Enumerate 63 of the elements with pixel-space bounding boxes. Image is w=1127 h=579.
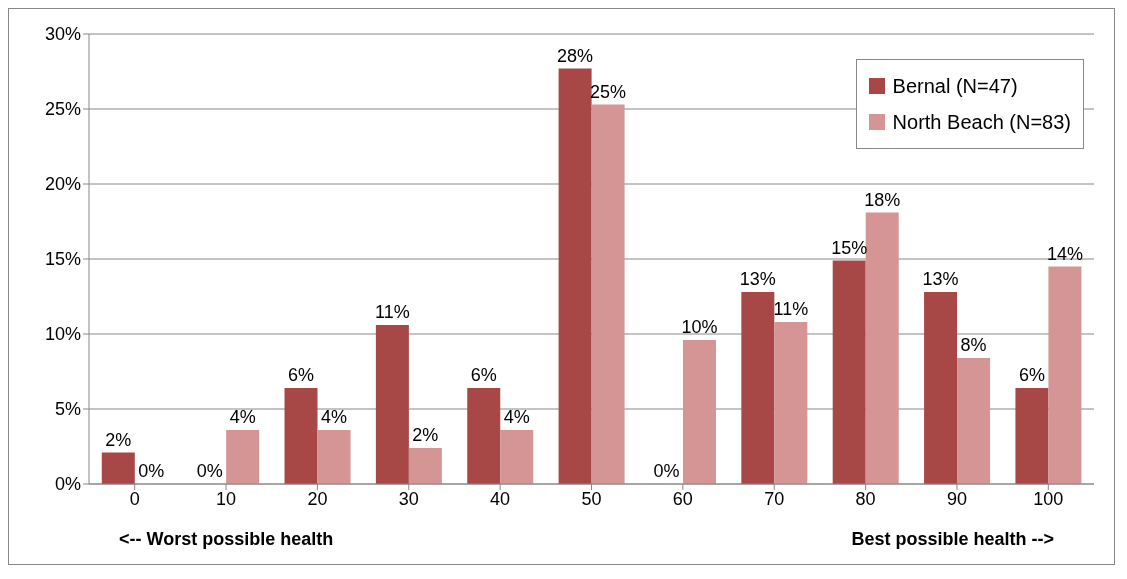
data-label: 4% [503,407,530,427]
bar [284,388,318,484]
data-label: 0% [653,460,680,481]
y-tick-label: 20% [44,174,81,195]
bar [741,292,775,484]
bar [500,430,534,484]
data-label: 4% [229,407,256,427]
bar [1015,388,1049,484]
x-tick-label: 90 [946,488,967,509]
bar [682,340,716,484]
bar [408,448,442,484]
bar [317,430,351,484]
y-tick-label: 15% [44,249,81,270]
bar [467,388,501,484]
data-label: 11% [375,302,410,322]
data-label: 2% [412,425,439,445]
bar [226,430,260,484]
data-label: 0% [196,460,223,481]
y-tick-label: 25% [44,99,81,120]
x-tick-label: 60 [672,488,693,509]
x-tick-label: 40 [490,488,511,509]
x-tick-label: 0 [129,488,140,509]
data-label: 13% [739,269,776,289]
x-tick-label: 80 [855,488,876,509]
bar [957,358,991,484]
data-label: 2% [105,429,132,450]
data-label: 11% [773,299,809,319]
y-tick-label: 10% [44,324,81,345]
data-label: 6% [470,365,497,385]
data-label: 0% [138,460,165,481]
x-tick-label: 10 [216,488,237,509]
bar [865,212,899,484]
bar [1048,266,1082,484]
bar [591,104,625,484]
bar [101,452,135,484]
bar [832,260,866,484]
x-tick-label: 30 [398,488,419,509]
legend-label: North Beach (N=83) [892,110,1071,135]
y-tick-label: 0% [54,474,81,495]
data-label: 25% [590,81,627,102]
x-tick-label: 20 [307,488,328,509]
data-label: 4% [321,407,348,427]
data-label: 6% [1018,365,1045,385]
x-tick-label: 50 [581,488,602,509]
y-tick-label: 30% [44,24,81,45]
data-label: 8% [960,335,987,355]
bar [924,292,958,484]
bar [375,325,409,484]
text: <-- Worst possible health [119,529,334,550]
x-tick-label: 70 [764,488,785,509]
y-tick-label: 5% [54,399,81,420]
data-label: 6% [288,365,315,385]
data-label: 14% [1046,243,1083,264]
bar [558,68,592,484]
data-label: 18% [864,189,901,210]
data-label: 13% [922,269,959,289]
data-label: 15% [831,237,868,258]
bar [774,322,808,484]
text: Best possible health --> [851,529,1054,550]
data-label: 10% [681,317,718,337]
legend-label: Bernal (N=47) [892,74,1018,99]
data-label: 28% [557,45,594,66]
x-tick-label: 100 [1033,488,1064,509]
